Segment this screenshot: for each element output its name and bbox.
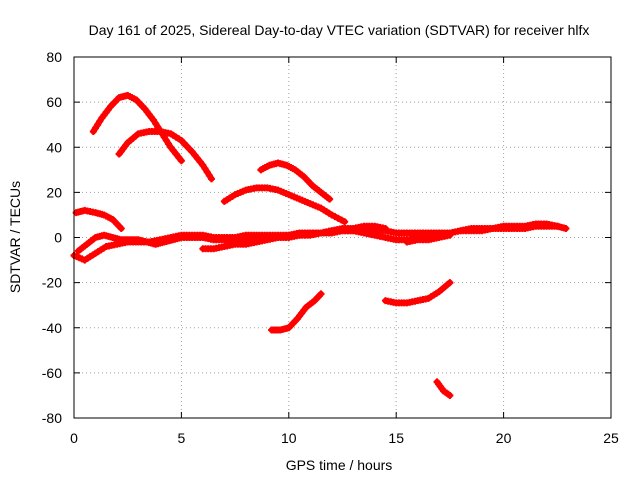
x-tick-label: 5	[178, 430, 186, 446]
y-axis-title: SDTVAR / TECUs	[7, 181, 23, 293]
series-arc-2	[115, 127, 215, 183]
y-tick-label: 40	[46, 139, 62, 155]
series-arc-6	[268, 290, 325, 334]
chart-title: Day 161 of 2025, Sidereal Day-to-day VTE…	[89, 22, 590, 38]
series-band-5	[457, 220, 561, 235]
x-tick-label: 10	[281, 430, 297, 446]
x-tick-label: 0	[70, 430, 78, 446]
y-tick-label: -40	[42, 320, 62, 336]
grid-lines	[74, 57, 611, 418]
x-axis-title: GPS time / hours	[286, 457, 393, 473]
series-arc-7	[381, 279, 454, 307]
data-point	[177, 157, 185, 165]
data-point	[326, 195, 334, 203]
y-axis-ticks: -80 -60 -40 -20 0 20 40 60 80	[42, 49, 611, 426]
y-tick-label: 80	[46, 49, 62, 65]
series-arc-4	[220, 184, 349, 226]
data-points	[70, 91, 570, 399]
y-tick-label: 0	[54, 230, 62, 246]
data-point	[381, 224, 389, 232]
series-arc-3	[72, 206, 125, 232]
series-arc-1	[89, 91, 185, 165]
x-axis-ticks: 0 5 10 15 20 25	[70, 57, 619, 446]
x-tick-label: 25	[603, 430, 619, 446]
y-tick-label: -80	[42, 410, 62, 426]
data-point	[341, 218, 349, 226]
data-point	[446, 279, 454, 287]
data-point	[446, 391, 454, 399]
x-tick-label: 20	[496, 430, 512, 446]
y-tick-label: 20	[46, 184, 62, 200]
data-point	[553, 222, 561, 230]
series-band-4	[403, 231, 454, 246]
series-arc-8	[433, 378, 454, 399]
y-tick-label: -60	[42, 365, 62, 381]
data-point	[446, 231, 454, 239]
data-point	[317, 290, 325, 298]
y-tick-label: -20	[42, 275, 62, 291]
data-point	[562, 224, 570, 232]
series-arc-5	[257, 159, 334, 203]
y-tick-label: 60	[46, 94, 62, 110]
data-point	[117, 224, 125, 232]
x-tick-label: 15	[388, 430, 404, 446]
data-point	[207, 175, 215, 183]
